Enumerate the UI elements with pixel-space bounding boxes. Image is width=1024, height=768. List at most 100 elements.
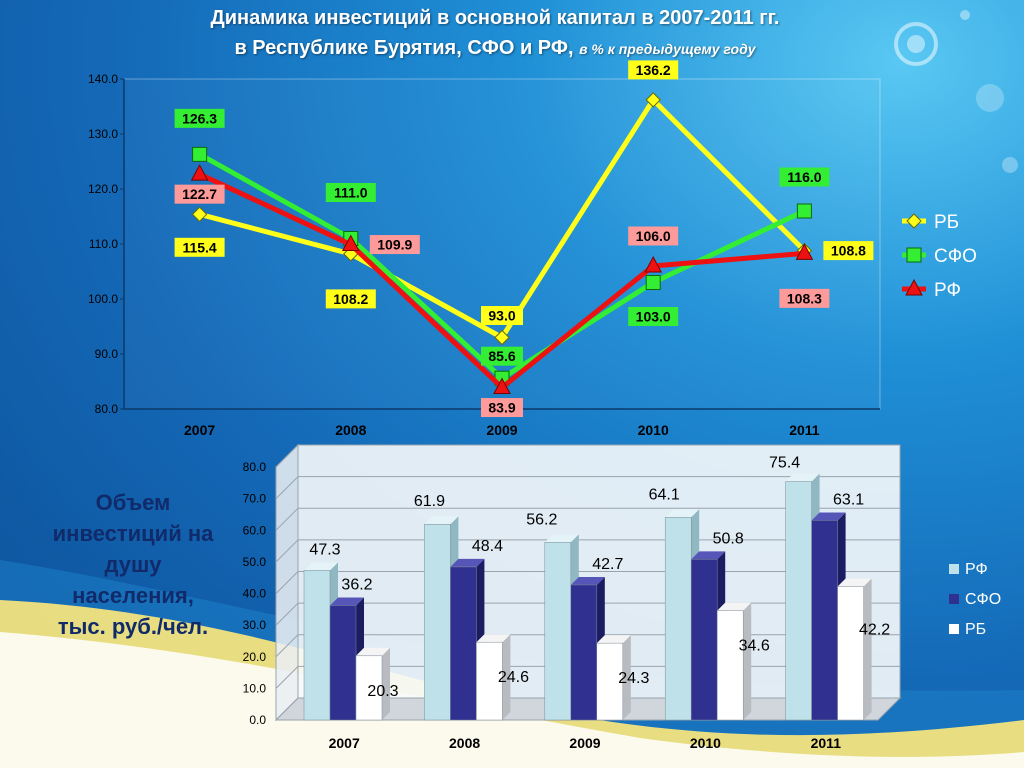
data-label-box: [823, 241, 874, 261]
data-label: 122.7: [174, 184, 225, 204]
y-tick-label: 40.0: [243, 587, 267, 601]
legend-label: СФО: [965, 591, 1001, 608]
bar-front: [716, 610, 744, 721]
data-label-text: 109.9: [377, 237, 412, 253]
data-point: [906, 213, 922, 229]
data-label-box: [628, 226, 679, 246]
data-label: 93.0: [481, 306, 523, 325]
data-label: 85.6: [481, 346, 523, 366]
data-label: 108.2: [325, 289, 376, 309]
bar-front: [329, 605, 357, 721]
y-tick-label: 130.0: [88, 127, 118, 141]
chart-title: Динамика инвестиций в основной капитал в…: [210, 7, 780, 29]
data-label: 24.6: [498, 669, 529, 686]
legend-label: РБ: [934, 212, 959, 233]
data-label: 48.4: [472, 538, 503, 555]
bar: [570, 576, 605, 721]
legend-label: СФО: [934, 246, 977, 267]
bar-side: [382, 647, 390, 720]
bar-side: [502, 634, 511, 720]
bar-front: [664, 517, 692, 721]
grid-line: [275, 476, 900, 499]
x-tick-label: 2009: [569, 735, 600, 751]
x-tick-label: 2007: [184, 422, 215, 438]
data-label-box: [174, 108, 225, 128]
y-tick-label: 30.0: [243, 618, 267, 632]
legend-label: РБ: [965, 621, 986, 638]
bar-top: [304, 562, 338, 571]
bar: [664, 509, 700, 721]
bar-top: [691, 551, 726, 560]
bar-top: [544, 534, 579, 543]
data-point: [494, 329, 510, 346]
data-point: [645, 92, 661, 108]
bar: [716, 602, 752, 721]
y-tick-label: 80.0: [95, 402, 119, 416]
x-tick-label: 2010: [638, 422, 669, 438]
data-label-text: 122.7: [182, 186, 217, 202]
bar-front: [476, 641, 503, 721]
data-label-text: 111.0: [334, 185, 368, 201]
data-label-box: [628, 307, 679, 326]
bar-top: [811, 512, 846, 521]
y-tick-label: 20.0: [243, 650, 267, 664]
chart-subtitle: в Республике Бурятия, СФО и РФ, в % к пр…: [0, 37, 990, 60]
data-label: 64.1: [649, 486, 680, 503]
bar-top: [837, 578, 872, 587]
bar-front: [450, 566, 477, 721]
bar-side: [743, 602, 752, 720]
legend: РБ СФО РФ: [902, 212, 977, 301]
x-tick-label: 2009: [486, 422, 517, 438]
bar: [596, 635, 631, 721]
bar-top: [596, 635, 631, 644]
data-point: [341, 234, 360, 252]
legend-label: РФ: [965, 561, 988, 578]
legend-swatch: [949, 624, 959, 634]
x-tick-label: 2008: [449, 735, 480, 751]
bar-top: [424, 516, 459, 525]
y-tick-label: 140.0: [88, 72, 118, 86]
data-label: 111.0: [325, 183, 376, 202]
bar-front: [424, 523, 451, 721]
data-label-box: [369, 235, 420, 255]
y-tick-label: 70.0: [243, 492, 267, 506]
data-label-box: [174, 237, 225, 257]
bar-top: [717, 602, 752, 611]
data-label-text: 103.0: [636, 309, 671, 325]
data-point: [906, 247, 922, 263]
y-tick-label: 110.0: [89, 237, 118, 251]
y-tick-label: 50.0: [243, 555, 267, 569]
grid-line: [275, 444, 900, 468]
bar: [476, 634, 511, 721]
x-tick-label: 2011: [811, 735, 842, 751]
data-point: [645, 275, 661, 290]
bar-front: [355, 655, 383, 721]
data-label: 116.0: [779, 167, 830, 187]
bar-front: [785, 481, 812, 721]
y-tick-label: 60.0: [243, 523, 267, 537]
data-point: [795, 243, 814, 260]
data-label-text: 108.2: [333, 291, 368, 307]
data-label-box: [174, 184, 225, 204]
data-label: 42.2: [859, 622, 890, 639]
y-tick-label: 0.0: [249, 713, 266, 727]
data-label-text: 136.2: [636, 62, 671, 78]
data-label: 34.6: [739, 638, 770, 655]
bar-top: [476, 634, 511, 643]
data-label: 36.2: [341, 577, 372, 594]
data-label-box: [481, 346, 523, 366]
data-point: [192, 146, 208, 162]
data-point: [190, 164, 209, 181]
data-label: 83.9: [481, 398, 523, 418]
bar-front: [570, 584, 598, 721]
bar-front: [690, 559, 718, 721]
data-label: 61.9: [414, 493, 445, 510]
bar-front: [811, 520, 838, 721]
subtitle-main: в Республике Бурятия, СФО и РФ,: [234, 37, 574, 59]
data-label: 75.4: [769, 455, 800, 472]
data-label: 20.3: [367, 683, 398, 700]
data-label: 108.8: [823, 241, 874, 261]
data-label: 106.0: [628, 226, 679, 246]
x-tick-label: 2010: [690, 735, 721, 751]
